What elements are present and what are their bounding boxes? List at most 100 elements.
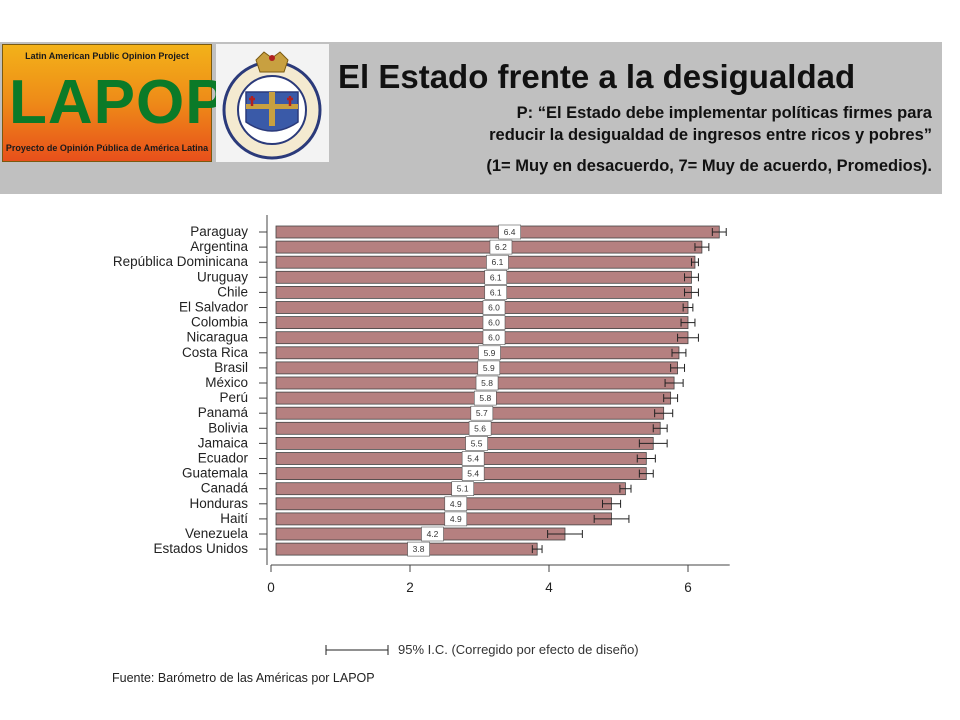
value-label-box [468, 420, 492, 436]
value-label: 5.8 [481, 378, 493, 388]
value-label: 5.8 [479, 393, 491, 403]
value-label: 4.2 [427, 529, 439, 539]
scale-note: (1= Muy en desacuerdo, 7= Muy de acuerdo… [486, 157, 932, 175]
x-tick-label: 4 [545, 580, 553, 595]
value-label: 5.5 [471, 438, 483, 448]
value-label-box [484, 285, 508, 300]
chart-bars: 6.4 6.2 6.1 6.1 6.1 6.0 6.0 6.0 5.9 5.9 5.8 5.8 5.7 5… [275, 224, 727, 557]
value-label-box [486, 254, 509, 270]
value-label-box [482, 300, 506, 315]
value-label-box [482, 315, 506, 330]
category-label: Panamá [198, 405, 249, 420]
question-line-1: P: “El Estado debe implementar políticas… [516, 104, 932, 122]
category-label: Perú [219, 390, 248, 405]
value-label: 5.7 [476, 408, 488, 418]
bar [275, 512, 612, 526]
category-label: Haití [220, 511, 248, 526]
value-label-box [421, 526, 444, 542]
bar [275, 270, 692, 284]
bar [275, 376, 675, 390]
value-label-box [484, 269, 508, 285]
category-label: Uruguay [197, 269, 248, 284]
value-label: 6.0 [488, 318, 500, 328]
category-label: Guatemala [182, 466, 249, 481]
bar [275, 346, 680, 360]
x-tick-label: 0 [267, 580, 275, 595]
category-label: México [205, 375, 248, 390]
value-label: 5.1 [457, 484, 469, 494]
value-label: 6.2 [495, 242, 507, 252]
value-label: 6.0 [488, 333, 500, 343]
value-label-box [482, 330, 506, 346]
lapop-logo-word: LAPOP [9, 68, 228, 137]
value-label-box [470, 405, 494, 421]
x-tick-label: 6 [684, 580, 692, 595]
value-label: 5.4 [467, 469, 479, 479]
bar [275, 285, 692, 299]
value-label-box [475, 375, 499, 391]
x-tick-label: 2 [406, 580, 414, 595]
bar [275, 240, 703, 254]
value-label-box [407, 541, 430, 557]
value-label: 6.1 [492, 257, 504, 267]
value-label-box [461, 466, 485, 481]
bar [275, 467, 647, 481]
category-label: Nicaragua [186, 330, 248, 345]
bar [275, 452, 647, 465]
bar [275, 542, 538, 556]
bar [275, 331, 689, 345]
value-label-box [489, 239, 513, 255]
university-seal-logo [216, 44, 329, 162]
page-title: El Estado frente a la desigualdad [338, 58, 856, 95]
value-label-box [465, 436, 488, 451]
lapop-logo: Latin American Public Opinion Project LA… [2, 44, 227, 162]
category-label: Chile [217, 284, 248, 299]
bar [275, 391, 672, 405]
value-label: 3.8 [413, 544, 425, 554]
bar [275, 406, 665, 420]
category-label: República Dominicana [113, 254, 249, 269]
bar [275, 361, 678, 375]
category-label: Canadá [201, 481, 249, 496]
value-label: 5.9 [483, 363, 495, 373]
category-label: Venezuela [185, 526, 249, 541]
category-label: Argentina [190, 239, 248, 254]
value-label: 6.0 [488, 303, 500, 313]
question-line-2: reducir la desigualdad de ingresos entre… [489, 126, 932, 144]
value-label: 5.9 [484, 348, 496, 358]
bar [275, 301, 689, 314]
lapop-logo-bottom-text: Proyecto de Opinión Pública de América L… [5, 143, 209, 153]
category-label: Bolivia [208, 420, 248, 435]
category-label: Costa Rica [182, 345, 249, 360]
category-label: Ecuador [198, 451, 249, 466]
value-label-box [498, 224, 521, 240]
value-label-box [444, 511, 468, 527]
lapop-logo-top-text: Latin American Public Opinion Project [25, 51, 189, 61]
bar [275, 255, 696, 269]
source-note: Fuente: Barómetro de las Américas por LA… [112, 671, 375, 685]
value-label-box [477, 360, 501, 376]
value-label: 6.1 [490, 272, 502, 282]
value-label: 4.9 [450, 514, 462, 524]
value-label: 6.4 [504, 227, 516, 237]
category-label: Estados Unidos [153, 541, 248, 556]
value-label-box [461, 451, 485, 466]
bar [275, 482, 626, 496]
category-label: Brasil [214, 360, 248, 375]
category-label: Paraguay [190, 224, 248, 239]
bar [275, 225, 720, 239]
value-label-box [478, 345, 501, 361]
value-label: 6.1 [490, 287, 502, 297]
value-label: 5.4 [467, 454, 479, 464]
value-label-box [474, 390, 497, 406]
value-label: 4.9 [450, 499, 462, 509]
chart-axes: 0 2 4 6 [259, 215, 730, 655]
value-label-box [444, 496, 468, 512]
bar [275, 497, 612, 511]
bar [275, 436, 654, 450]
category-label: El Salvador [179, 300, 249, 315]
bar [275, 316, 689, 330]
ci-legend-label: 95% I.C. (Corregido por efecto de diseño… [398, 642, 639, 657]
category-label: Jamaica [198, 435, 249, 450]
